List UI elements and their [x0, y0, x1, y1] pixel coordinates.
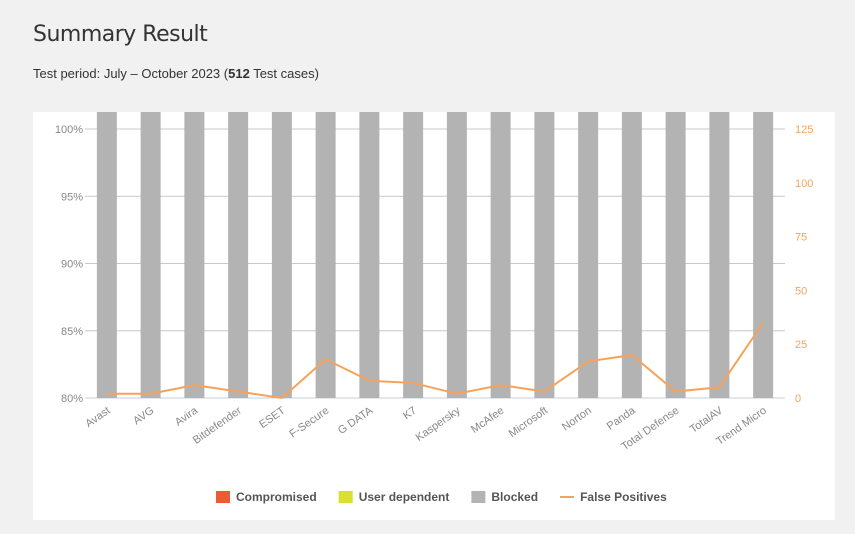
category-label: Kaspersky: [414, 404, 463, 444]
category-label: Avast: [83, 405, 112, 430]
legend-label: User dependent: [359, 490, 450, 504]
chart-panel: 80% 85% 90% 95% 100% 0 25 50 75 100 125 Avast AVG Avi…: [33, 112, 835, 520]
legend-swatch: [216, 491, 230, 503]
bar-blocked: [359, 112, 380, 398]
bar-blocked: [665, 112, 686, 398]
bar-blocked: [446, 112, 467, 398]
y-tick-label: 80%: [61, 393, 83, 405]
y-tick-label: 90%: [61, 259, 83, 271]
test-case-count: 512: [228, 66, 250, 81]
bar-blocked: [534, 112, 555, 398]
category-label: K7: [401, 405, 419, 423]
page-title: Summary Result: [33, 22, 208, 47]
bar-blocked: [96, 112, 117, 398]
category-label: ESET: [257, 404, 288, 430]
category-label: F-Secure: [287, 405, 331, 441]
bar-blocked: [271, 112, 292, 398]
y-tick-label: 85%: [61, 326, 83, 338]
bar-blocked: [315, 112, 336, 398]
bar-blocked: [490, 112, 511, 398]
false-positives-line: [106, 322, 764, 400]
period-prefix: Test period: July – October 2023 (: [33, 66, 229, 81]
bar-blocked: [184, 112, 205, 398]
bar-blocked: [228, 112, 249, 398]
category-label: AVG: [131, 405, 156, 428]
legend-label: Compromised: [236, 490, 317, 504]
category-label: G DATA: [336, 404, 376, 437]
bar-blocked: [578, 112, 599, 398]
category-label: Microsoft: [507, 405, 550, 440]
legend-label: False Positives: [580, 490, 667, 504]
y2-tick-label: 25: [795, 339, 807, 351]
bar-blocked: [753, 112, 774, 398]
category-label: Norton: [560, 405, 594, 434]
category-label: Bitdefender: [191, 404, 244, 446]
bar-blocked: [709, 112, 730, 398]
y-tick-label: 100%: [55, 124, 83, 136]
legend-swatch: [471, 491, 486, 503]
summary-chart: 80% 85% 90% 95% 100% 0 25 50 75 100 125 Avast AVG Avi…: [55, 112, 813, 504]
legend-label: Blocked: [491, 490, 538, 504]
bar-blocked: [621, 112, 642, 398]
category-label: McAfee: [469, 405, 506, 436]
category-label: Panda: [605, 404, 639, 433]
bar-blocked: [140, 112, 161, 398]
period-suffix: Test cases): [249, 66, 319, 81]
category-label: Avira: [173, 404, 201, 429]
bar-blocked: [403, 112, 424, 398]
y2-tick-label: 0: [795, 393, 801, 405]
y2-tick-label: 75: [795, 232, 807, 244]
legend-swatch: [338, 491, 353, 503]
test-period: Test period: July – October 2023 (512 Te…: [33, 66, 319, 81]
y2-tick-label: 50: [795, 285, 807, 297]
category-label: TotalAV: [688, 404, 726, 435]
y2-tick-label: 125: [795, 124, 813, 136]
y2-tick-label: 100: [795, 178, 813, 190]
y-tick-label: 95%: [61, 191, 83, 203]
